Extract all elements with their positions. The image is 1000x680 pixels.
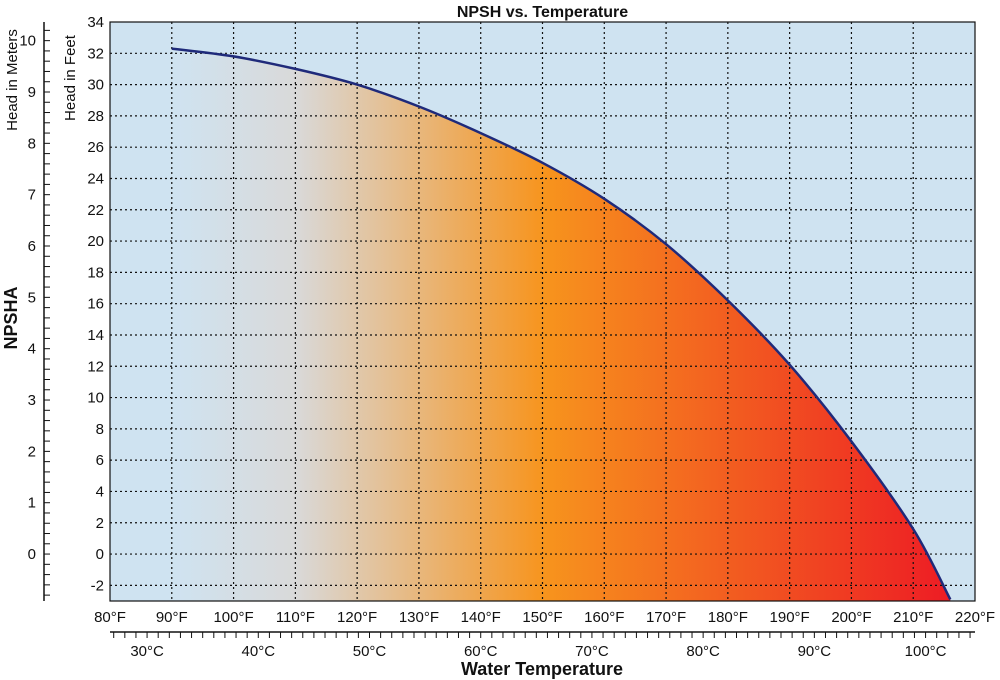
- y-tick-label-m: 8: [28, 135, 36, 152]
- x-tick-label-f: 170°F: [646, 609, 686, 626]
- y-tick-label-ft: 12: [87, 358, 104, 375]
- y-tick-label-m: 2: [28, 443, 36, 460]
- x-tick-label-f: 110°F: [276, 609, 315, 626]
- y-tick-label-m: 6: [28, 238, 36, 255]
- y-tick-label-ft: 8: [96, 421, 104, 438]
- y-tick-label-m: 10: [19, 33, 36, 50]
- y-axis-feet-title: Head in Feet: [62, 34, 79, 121]
- y-tick-label-ft: 26: [87, 139, 104, 156]
- x-tick-label-f: 220°F: [955, 609, 995, 626]
- y-axis-meters: 0 1 2 3 4 5 6 7 8 9 10: [19, 22, 50, 601]
- y-tick-label-ft: 34: [87, 14, 104, 31]
- y-tick-label-m: 7: [28, 187, 36, 204]
- x-tick-label-f: 80°F: [94, 609, 126, 626]
- y-tick-label-m: 1: [28, 495, 36, 512]
- y-tick-label-ft: 22: [87, 202, 104, 219]
- y-tick-label-ft: -2: [91, 577, 104, 594]
- y-tick-label-ft: 14: [87, 327, 104, 344]
- y-tick-label-m: 4: [28, 341, 36, 358]
- y-tick-label-ft: 4: [96, 483, 104, 500]
- y-tick-label-ft: 0: [96, 546, 104, 563]
- x-tick-label-c: 80°C: [686, 643, 720, 660]
- x-tick-label-c: 70°C: [575, 643, 609, 660]
- x-tick-label-c: 90°C: [798, 643, 832, 660]
- y-axis-meters-title: Head in Meters: [4, 29, 21, 131]
- plot-frame: [109, 21, 976, 602]
- x-tick-label-f: 190°F: [770, 609, 810, 626]
- x-tick-label-f: 200°F: [831, 609, 871, 626]
- x-tick-label-c: 100°C: [905, 643, 947, 660]
- x-axis-fahrenheit: 80°F 90°F 100°F 110°F 120°F 130°F 140°F 150°F 16…: [94, 609, 995, 626]
- x-tick-label-f: 160°F: [584, 609, 624, 626]
- npsh-curve: [171, 47, 952, 600]
- x-tick-label-f: 140°F: [461, 609, 501, 626]
- x-axis-celsius: 30°C 40°C 50°C 60°C 70°C 80°C 90°C 100°C: [110, 631, 975, 660]
- chart-title: NPSH vs. Temperature: [457, 4, 628, 21]
- y-tick-label-ft: 6: [96, 452, 104, 469]
- y-tick-label-m: 5: [28, 289, 36, 306]
- x-tick-label-c: 50°C: [353, 643, 387, 660]
- x-tick-label-f: 180°F: [708, 609, 748, 626]
- y-tick-label-ft: 32: [87, 45, 104, 62]
- x-tick-label-f: 90°F: [156, 609, 188, 626]
- x-axis-title: Water Temperature: [461, 659, 623, 679]
- x-tick-label-f: 120°F: [337, 609, 377, 626]
- grid-lines: [110, 22, 975, 601]
- y-tick-label-ft: 24: [87, 170, 104, 187]
- y-tick-label-ft: 30: [87, 77, 104, 94]
- y-axis-title: NPSHA: [1, 286, 21, 349]
- x-tick-label-f: 150°F: [522, 609, 562, 626]
- y-tick-label-ft: 10: [87, 390, 104, 407]
- x-tick-label-f: 130°F: [399, 609, 439, 626]
- x-tick-label-c: 60°C: [464, 643, 498, 660]
- y-tick-label-ft: 2: [96, 515, 104, 532]
- y-tick-label-ft: 28: [87, 108, 104, 125]
- x-tick-label-f: 210°F: [893, 609, 933, 626]
- y-tick-label-ft: 20: [87, 233, 104, 250]
- y-tick-label-m: 0: [28, 546, 36, 563]
- y-tick-label-ft: 18: [87, 264, 104, 281]
- x-tick-label-f: 100°F: [213, 609, 253, 626]
- y-tick-label-m: 9: [28, 84, 36, 101]
- x-tick-label-c: 30°C: [130, 643, 164, 660]
- y-tick-label-m: 3: [28, 392, 36, 409]
- x-tick-label-c: 40°C: [242, 643, 276, 660]
- y-tick-label-ft: 16: [87, 296, 104, 313]
- npsh-area-fill: [171, 48, 951, 602]
